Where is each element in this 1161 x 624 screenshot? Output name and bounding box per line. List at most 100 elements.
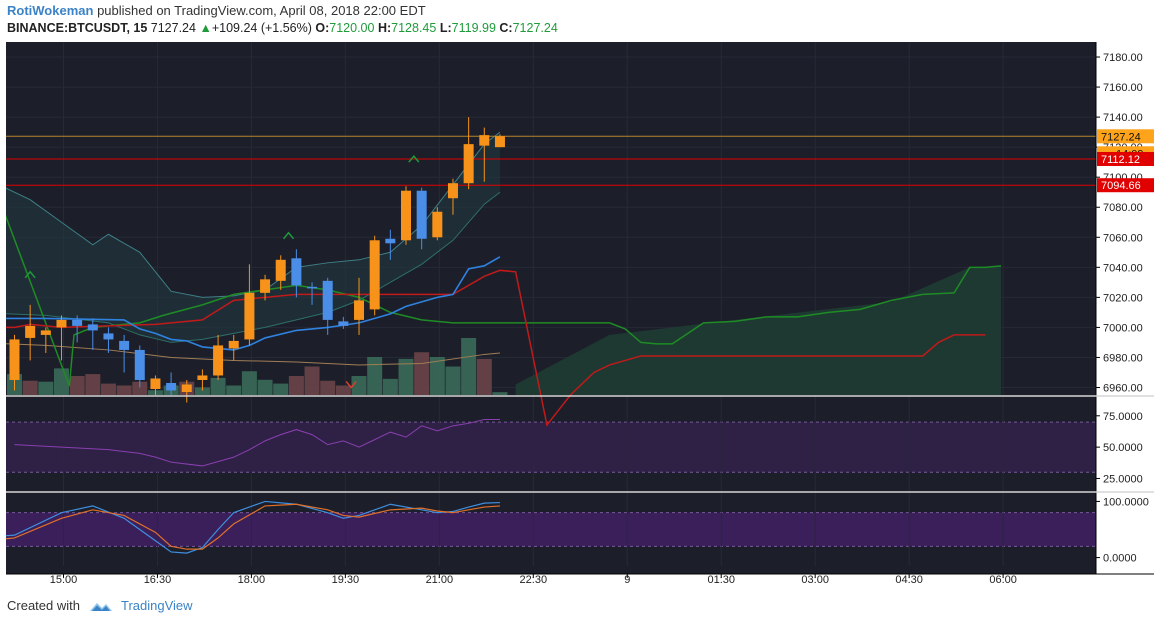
- rsi-tick-label: 25.0000: [1103, 473, 1143, 485]
- time-tick-label: 06:00: [989, 574, 1017, 586]
- chart-svg[interactable]: 7180.007160.007140.007120.007100.007080.…: [0, 42, 1154, 588]
- candle-up: [150, 375, 161, 395]
- created-with-text: Created with: [7, 598, 80, 613]
- candle-body: [103, 333, 114, 340]
- candle-body: [494, 136, 505, 148]
- time-tick-label: 21:00: [426, 574, 454, 586]
- candle-body: [228, 340, 239, 349]
- author-username[interactable]: RotiWokeman: [7, 3, 94, 18]
- volume-bar: [461, 338, 477, 395]
- price-label-text: 7112.12: [1101, 154, 1140, 166]
- time-tick-label: 15:00: [50, 574, 78, 586]
- time-tick-label: 9: [624, 574, 630, 586]
- price-label-line: 7112.12: [1097, 151, 1154, 166]
- candle-up: [401, 186, 411, 245]
- volume-bar: [100, 383, 116, 395]
- volume-bar: [273, 383, 289, 395]
- candle-body: [401, 190, 411, 241]
- price-tick-label: 7160.00: [1103, 82, 1143, 94]
- rsi-line: [14, 419, 500, 467]
- candle-body: [322, 280, 333, 320]
- candle-down: [119, 334, 130, 373]
- time-tick-label: 01:30: [707, 574, 735, 586]
- candle-up: [197, 369, 208, 391]
- publish-info: published on TradingView.com, April 08, …: [97, 3, 426, 18]
- candle-body: [134, 349, 145, 380]
- rsi-tick-label: 75.0000: [1103, 411, 1143, 423]
- chart-area[interactable]: 7180.007160.007140.007120.007100.007080.…: [0, 42, 1154, 588]
- time-axis-background: [6, 574, 1154, 588]
- sell-signal-icon: [345, 381, 357, 389]
- price-tick-label: 7020.00: [1103, 292, 1143, 304]
- footer: Created with TradingView: [7, 598, 193, 613]
- time-tick-label: 16:30: [144, 574, 172, 586]
- stoch-d-line: [0, 503, 501, 550]
- volume-bar: [132, 381, 148, 395]
- candle-down: [291, 249, 302, 298]
- price-tick-label: 7040.00: [1103, 262, 1143, 274]
- low-value: 7119.99: [451, 21, 496, 35]
- candle-body: [87, 324, 98, 331]
- price-label-last: 7127.24: [1097, 129, 1154, 144]
- close-value: 7127.24: [512, 21, 558, 35]
- candle-down: [416, 187, 427, 250]
- tradingview-logo-icon[interactable]: [89, 599, 113, 613]
- buy-signal-icon: [282, 231, 295, 240]
- time-tick-label: 18:00: [238, 574, 266, 586]
- price-label-box: [1097, 178, 1154, 193]
- volume-bar: [22, 380, 38, 395]
- volume-bar: [69, 376, 85, 395]
- candle-body: [463, 144, 474, 184]
- symbol-label: BINANCE:BTCUSDT, 15: [7, 21, 148, 35]
- candle-up: [213, 334, 224, 380]
- open-value: 7120.00: [329, 21, 375, 35]
- ohlc-header: BINANCE:BTCUSDT, 15 7127.24 ▲+109.24 (+1…: [7, 21, 558, 35]
- candle-body: [354, 300, 365, 320]
- publish-line: RotiWokeman published on TradingView.com…: [7, 3, 426, 18]
- volume-bar: [210, 377, 226, 395]
- candle-down: [338, 316, 349, 329]
- stoch-tick-label: 0.0000: [1103, 553, 1137, 565]
- candle-body: [119, 340, 130, 350]
- volume-bar: [116, 385, 132, 395]
- candle-down: [166, 372, 177, 395]
- candle-up: [56, 315, 67, 361]
- volume-bar: [429, 357, 445, 395]
- candle-body: [56, 319, 67, 328]
- candle-body: [181, 384, 192, 392]
- candle-body: [447, 183, 458, 199]
- candle-body: [166, 382, 177, 391]
- candle-body: [432, 211, 443, 238]
- candle-body: [25, 325, 36, 338]
- candle-body: [260, 279, 271, 293]
- volume-bar: [194, 387, 210, 395]
- volume-bar: [414, 352, 430, 395]
- price-tick-label: 6980.00: [1103, 352, 1143, 364]
- price-tick-label: 7180.00: [1103, 52, 1143, 64]
- rsi-band: [6, 422, 1096, 473]
- candle-down: [72, 315, 83, 343]
- time-tick-label: 03:00: [801, 574, 829, 586]
- volume-bar: [492, 392, 508, 395]
- candle-body: [385, 238, 396, 244]
- tradingview-link[interactable]: TradingView: [120, 598, 193, 613]
- candle-up: [275, 255, 286, 290]
- volume-bar: [367, 357, 383, 395]
- candle-up: [228, 334, 239, 361]
- candle-up: [260, 274, 271, 301]
- candle-up: [244, 264, 255, 346]
- volume-bar: [304, 366, 320, 395]
- price-tick-label: 7080.00: [1103, 202, 1143, 214]
- stoch-tick-label: 100.0000: [1103, 496, 1149, 508]
- candle-up: [463, 117, 474, 190]
- candle-down: [307, 282, 318, 305]
- high-value: 7128.45: [391, 21, 437, 35]
- candle-body: [9, 339, 20, 380]
- price-label-line: 7094.66: [1097, 178, 1154, 193]
- candle-body: [338, 321, 349, 326]
- candle-up: [432, 207, 443, 241]
- price-tick-label: 7000.00: [1103, 322, 1143, 334]
- volume-bar: [320, 380, 336, 395]
- buy-signal-icon: [24, 270, 36, 279]
- time-tick-label: 04:30: [895, 574, 923, 586]
